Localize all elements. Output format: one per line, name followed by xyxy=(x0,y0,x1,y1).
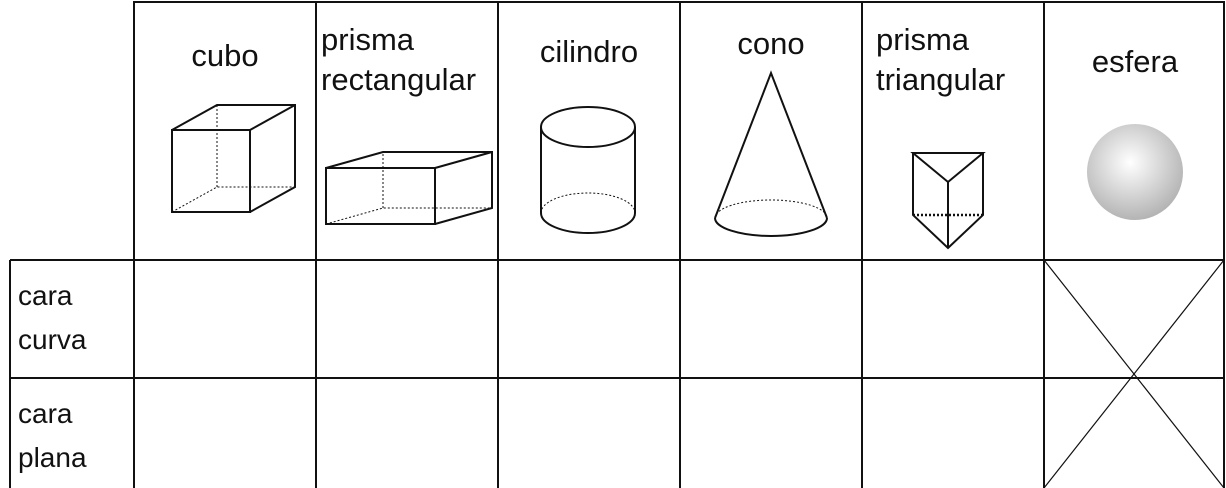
header-cell: cilindro xyxy=(539,34,639,69)
sphere-drawing xyxy=(1087,124,1183,220)
header-cell: cono xyxy=(737,26,805,61)
row-label: cara curva xyxy=(18,280,87,355)
header-cell: esfera xyxy=(1091,44,1179,79)
header-cell: prisma triangular xyxy=(876,22,1006,97)
rectangular-prism-drawing xyxy=(325,151,493,225)
cone-drawing xyxy=(714,70,828,237)
triangular-prism-drawing xyxy=(910,152,986,250)
header-cell: cubo xyxy=(191,38,259,73)
header-cell: prisma rectangular xyxy=(321,22,477,97)
grid-lines xyxy=(9,1,1225,488)
cube-drawing xyxy=(171,104,296,213)
row-label: cara plana xyxy=(18,398,87,473)
shapes xyxy=(171,70,986,250)
cylinder-drawing xyxy=(540,106,636,234)
